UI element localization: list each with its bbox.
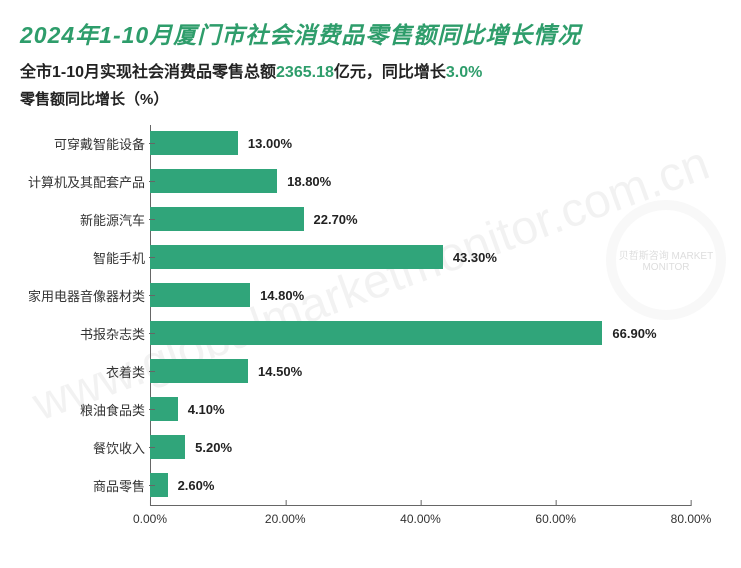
chart-title: 2024年1-10月厦门市社会消费品零售额同比增长情况 (0, 0, 741, 56)
bar-row: 新能源汽车22.70% (150, 207, 691, 231)
category-label: 可穿戴智能设备 (20, 134, 145, 153)
bar-chart: 可穿戴智能设备13.00%计算机及其配套产品18.80%新能源汽车22.70%智… (20, 125, 721, 545)
value-label: 5.20% (195, 440, 232, 455)
bar-row: 家用电器音像器材类14.80% (150, 283, 691, 307)
value-label: 66.90% (612, 326, 656, 341)
bar (150, 169, 277, 193)
value-label: 4.10% (188, 402, 225, 417)
subtitle-unit: 亿元，同比增长 (334, 64, 446, 81)
subtitle-pct: 3.0% (446, 64, 482, 81)
category-label: 衣着类 (20, 362, 145, 381)
plot-area: 可穿戴智能设备13.00% 计算机及其配套产品18.80% 新能源汽车22.70% 智… (150, 125, 691, 505)
chart-subtitle: 全市1-10月实现社会消费品零售总额2365.18亿元，同比增长3.0% (0, 56, 741, 82)
y-tick (149, 219, 155, 220)
x-tick: 80.00% (671, 506, 712, 526)
bar-row: 衣着类14.50% (150, 359, 691, 383)
value-label: 22.70% (314, 212, 358, 227)
category-label: 商品零售 (20, 476, 145, 495)
bar (150, 131, 238, 155)
category-label: 智能手机 (20, 248, 145, 267)
bar (150, 245, 443, 269)
value-label: 14.50% (258, 364, 302, 379)
bar-row: 计算机及其配套产品18.80% (150, 169, 691, 193)
x-tick: 0.00% (133, 506, 167, 526)
bar-row: 粮油食品类4.10% (150, 397, 691, 421)
value-label: 14.80% (260, 288, 304, 303)
bar-row: 智能手机43.30% (150, 245, 691, 269)
category-label: 粮油食品类 (20, 400, 145, 419)
bar-row: 可穿戴智能设备13.00% (150, 131, 691, 155)
bar-row: 书报杂志类66.90% (150, 321, 691, 345)
bar-row: 商品零售2.60% (150, 473, 691, 497)
x-tick: 20.00% (265, 506, 306, 526)
bar (150, 435, 185, 459)
bar (150, 359, 248, 383)
bar (150, 283, 250, 307)
category-label: 家用电器音像器材类 (20, 286, 145, 305)
x-tick: 40.00% (400, 506, 441, 526)
value-label: 43.30% (453, 250, 497, 265)
value-label: 13.00% (248, 136, 292, 151)
bar-row: 餐饮收入5.20% (150, 435, 691, 459)
y-tick (149, 409, 155, 410)
y-axis-title: 零售额同比增长（%） (0, 82, 741, 113)
category-label: 新能源汽车 (20, 210, 145, 229)
value-label: 18.80% (287, 174, 331, 189)
value-label: 2.60% (178, 478, 215, 493)
y-tick (149, 333, 155, 334)
bar (150, 207, 304, 231)
x-tick: 60.00% (535, 506, 576, 526)
y-tick (149, 447, 155, 448)
y-tick (149, 295, 155, 296)
subtitle-value: 2365.18 (276, 64, 334, 81)
subtitle-pre: 全市1-10月实现社会消费品零售总额 (20, 64, 276, 81)
y-tick (149, 257, 155, 258)
category-label: 书报杂志类 (20, 324, 145, 343)
y-tick (149, 485, 155, 486)
y-tick (149, 371, 155, 372)
bar (150, 321, 602, 345)
y-tick (149, 143, 155, 144)
y-tick (149, 181, 155, 182)
category-label: 计算机及其配套产品 (20, 172, 145, 191)
category-label: 餐饮收入 (20, 438, 145, 457)
x-axis: 0.00%20.00%40.00%60.00%80.00% (150, 505, 691, 545)
